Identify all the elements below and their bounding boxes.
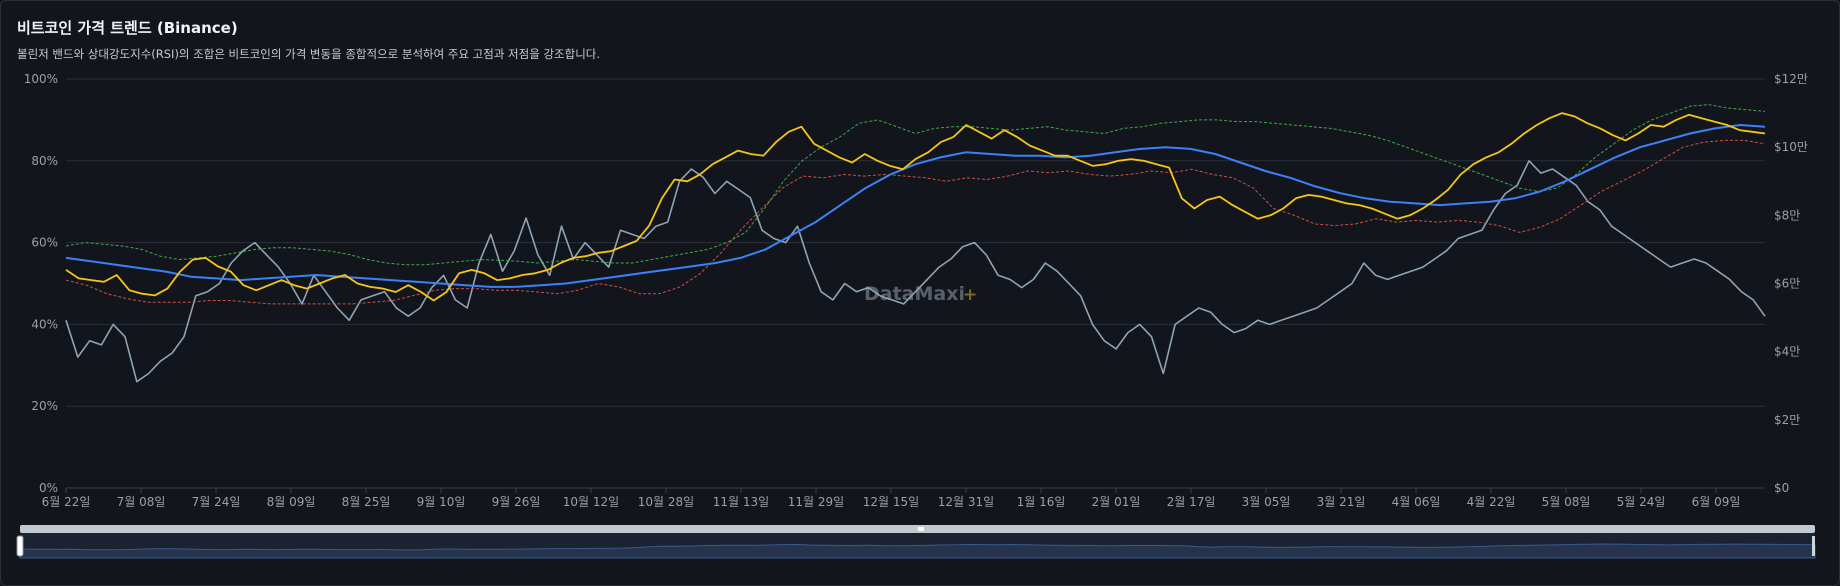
slider-track[interactable] [20,525,1815,533]
series-line-lower-band [65,139,1766,305]
series-line-price [65,112,1766,302]
right-tick-label: $0 [1774,481,1789,495]
x-tick-label: 1월 16일 [1017,495,1066,509]
x-tick-label: 7월 08일 [117,495,166,509]
x-tick-label: 11월 13일 [713,495,769,509]
x-tick-label: 11월 29일 [788,495,844,509]
x-tick-label: 8월 09일 [267,495,316,509]
right-axis: $0 $2만 $4만 $6만 $8만 $10만 $12만 [1774,72,1808,495]
x-axis: 6월 22일 7월 08일 7월 24일 8월 09일 8월 25일 9월 10일 9월 2… [42,487,1765,509]
watermark-plus: + [963,285,977,305]
x-tick-label: 6월 09일 [1692,495,1741,509]
left-tick-label: 80% [31,154,58,168]
chart-subtitle: 볼린저 밴드와 상대강도지수(RSI)의 조합은 비트코인의 가격 변동을 종합… [17,47,601,61]
right-tick-label: $12만 [1774,72,1808,86]
series-layer [65,104,1766,383]
slider-preview-area [19,543,1816,559]
watermark-text: DataMaxi [864,283,965,305]
x-tick-label: 5월 24일 [1617,495,1666,509]
left-tick-label: 20% [31,399,58,413]
slider-right-handle[interactable] [1812,536,1815,556]
x-tick-label: 9월 10일 [417,495,466,509]
left-tick-label: 100% [24,72,58,86]
left-tick-label: 0% [39,481,58,495]
right-tick-label: $8만 [1774,208,1800,222]
x-tick-label: 4월 22일 [1467,495,1516,509]
x-tick-label: 4월 06일 [1392,495,1441,509]
slider-center-grip[interactable] [918,527,924,531]
chart-title: 비트코인 가격 트렌드 (Binance) [17,19,238,37]
right-tick-label: $6만 [1774,277,1800,291]
x-tick-label: 6월 22일 [42,495,91,509]
x-tick-label: 7월 24일 [192,495,241,509]
x-tick-label: 2월 17일 [1167,495,1216,509]
left-axis: 0% 20% 40% 60% 80% 100% [24,72,58,495]
x-tick-label: 8월 25일 [342,495,391,509]
x-tick-label: 5월 08일 [1542,495,1591,509]
x-tick-label: 3월 05일 [1242,495,1291,509]
right-tick-label: $10만 [1774,140,1808,154]
series-line-upper-band [65,104,1766,266]
x-tick-label: 2월 01일 [1092,495,1141,509]
x-tick-label: 12월 15일 [863,495,919,509]
right-tick-label: $2만 [1774,413,1800,427]
left-tick-label: 60% [31,236,58,250]
x-tick-label: 10월 12일 [563,495,619,509]
x-tick-label: 10월 28일 [638,495,694,509]
series-line-sma [65,124,1766,288]
right-tick-label: $4만 [1774,345,1800,359]
series-line-rsi [65,160,1766,383]
range-slider[interactable] [16,525,1816,559]
x-tick-label: 9월 26일 [492,495,541,509]
left-tick-label: 40% [31,317,58,331]
x-tick-label: 12월 31일 [938,495,994,509]
x-tick-label: 3월 21일 [1317,495,1366,509]
slider-left-handle[interactable] [16,535,24,557]
